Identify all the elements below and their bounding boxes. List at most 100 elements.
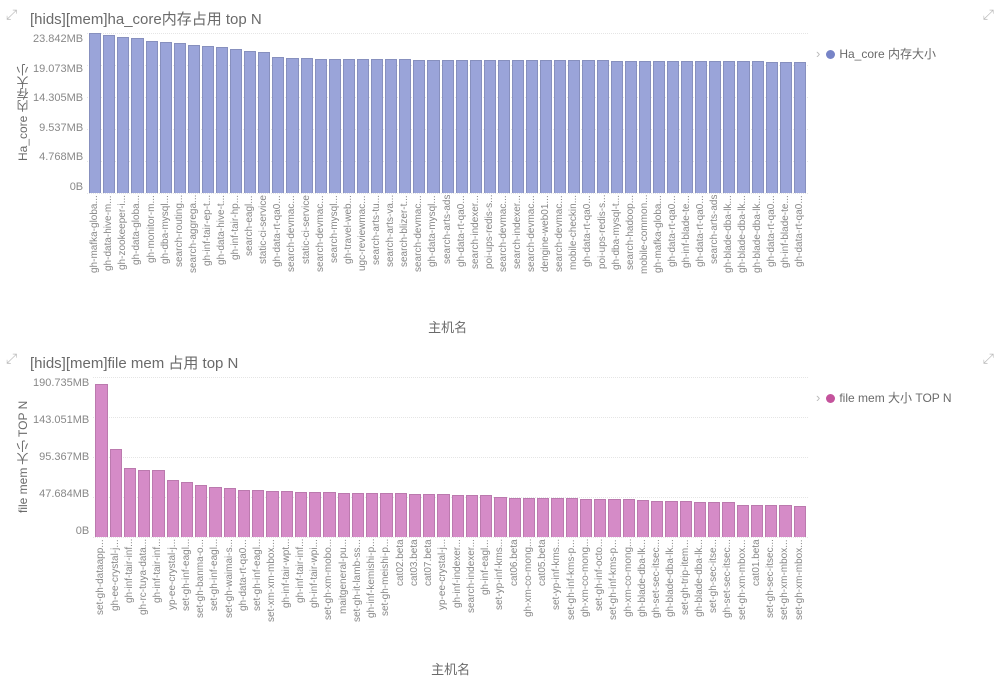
bar[interactable] <box>512 60 524 193</box>
bar[interactable] <box>594 499 606 537</box>
bar[interactable] <box>737 61 749 193</box>
bar[interactable] <box>181 482 193 537</box>
bar[interactable] <box>737 505 749 537</box>
bar[interactable] <box>637 500 649 537</box>
bar[interactable] <box>146 41 158 193</box>
bar[interactable] <box>323 492 335 537</box>
bar[interactable] <box>651 501 663 537</box>
bar[interactable] <box>338 493 350 537</box>
bar[interactable] <box>152 470 164 537</box>
bar[interactable] <box>244 51 256 193</box>
bar[interactable] <box>540 60 552 193</box>
bar[interactable] <box>209 487 221 537</box>
bar[interactable] <box>272 57 284 193</box>
bar[interactable] <box>89 33 101 193</box>
bar[interactable] <box>413 60 425 193</box>
bar[interactable] <box>343 59 355 193</box>
bar[interactable] <box>653 61 665 193</box>
bar[interactable] <box>202 46 214 193</box>
bar[interactable] <box>357 59 369 193</box>
legend-item[interactable]: file mem 大小 TOP N <box>826 389 951 406</box>
bar[interactable] <box>480 495 492 537</box>
bar[interactable] <box>526 60 538 193</box>
bar[interactable] <box>494 497 506 537</box>
bar[interactable] <box>301 58 313 193</box>
chevron-right-icon[interactable]: › <box>816 46 820 61</box>
bar[interactable] <box>623 499 635 537</box>
bar[interactable] <box>766 62 778 193</box>
bar[interactable] <box>409 494 421 537</box>
bar[interactable] <box>385 59 397 193</box>
bar[interactable] <box>395 493 407 537</box>
bar[interactable] <box>352 493 364 537</box>
bar[interactable] <box>709 61 721 193</box>
bar[interactable] <box>566 498 578 537</box>
bar[interactable] <box>625 61 637 193</box>
bar[interactable] <box>722 502 734 537</box>
bar[interactable] <box>466 495 478 537</box>
bar[interactable] <box>752 61 764 193</box>
bar[interactable] <box>174 43 186 193</box>
expand-icon[interactable]: ⤢ <box>983 350 994 367</box>
bar[interactable] <box>103 35 115 193</box>
bar[interactable] <box>537 498 549 537</box>
bar[interactable] <box>681 61 693 193</box>
bar[interactable] <box>224 488 236 537</box>
bar[interactable] <box>611 61 623 193</box>
bar[interactable] <box>509 498 521 537</box>
bar[interactable] <box>230 49 242 193</box>
bar[interactable] <box>442 60 454 193</box>
bar[interactable] <box>456 60 468 193</box>
bar[interactable] <box>167 480 179 537</box>
bar[interactable] <box>765 505 777 537</box>
bar[interactable] <box>582 60 594 193</box>
bar[interactable] <box>484 60 496 193</box>
expand-icon[interactable]: ⤢ <box>983 6 994 23</box>
bar[interactable] <box>723 61 735 193</box>
bar[interactable] <box>188 45 200 193</box>
bar[interactable] <box>794 62 806 193</box>
bar[interactable] <box>371 59 383 193</box>
bar[interactable] <box>281 491 293 537</box>
chevron-right-icon[interactable]: › <box>816 390 820 405</box>
bar[interactable] <box>216 47 228 193</box>
bar[interactable] <box>423 494 435 537</box>
bar[interactable] <box>568 60 580 193</box>
bar[interactable] <box>399 59 411 193</box>
bar[interactable] <box>295 492 307 537</box>
bar[interactable] <box>680 501 692 537</box>
bar[interactable] <box>780 62 792 193</box>
bar[interactable] <box>117 37 129 193</box>
bar[interactable] <box>329 59 341 193</box>
bar[interactable] <box>695 61 707 193</box>
bar[interactable] <box>110 449 122 537</box>
bar[interactable] <box>124 468 136 537</box>
bar[interactable] <box>286 58 298 193</box>
bar[interactable] <box>315 59 327 193</box>
bar[interactable] <box>597 60 609 193</box>
bar[interactable] <box>498 60 510 193</box>
expand-icon[interactable]: ⤢ <box>6 6 17 23</box>
bar[interactable] <box>452 495 464 537</box>
legend-item[interactable]: Ha_core 内存大小 <box>826 45 936 62</box>
bar[interactable] <box>779 505 791 537</box>
bar[interactable] <box>309 492 321 537</box>
bar[interactable] <box>252 490 264 537</box>
bar[interactable] <box>694 502 706 537</box>
bar[interactable] <box>639 61 651 193</box>
bar[interactable] <box>258 52 270 193</box>
bar[interactable] <box>794 506 806 537</box>
bar[interactable] <box>160 42 172 193</box>
bar[interactable] <box>380 493 392 537</box>
bar[interactable] <box>667 61 679 193</box>
bar[interactable] <box>195 485 207 537</box>
bar[interactable] <box>366 493 378 537</box>
bar[interactable] <box>238 490 250 537</box>
bar[interactable] <box>580 499 592 537</box>
bar[interactable] <box>751 505 763 537</box>
bar[interactable] <box>427 60 439 193</box>
bar[interactable] <box>708 502 720 537</box>
expand-icon[interactable]: ⤢ <box>6 350 17 367</box>
bar[interactable] <box>470 60 482 193</box>
bar[interactable] <box>551 498 563 537</box>
